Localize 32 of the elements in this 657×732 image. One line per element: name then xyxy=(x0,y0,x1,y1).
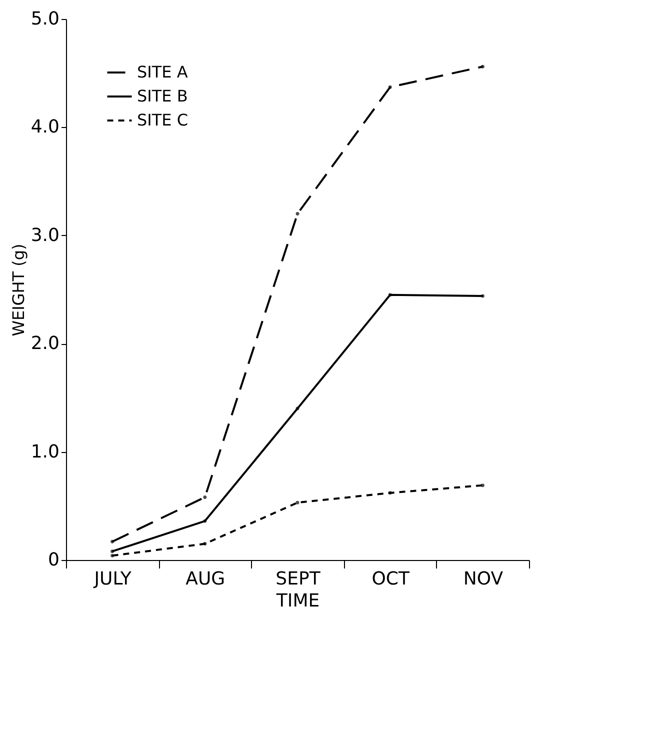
y-tick-label: 5.0 xyxy=(30,8,60,30)
x-tick-label: AUG xyxy=(186,568,226,590)
y-axis-title: WEIGHT (g) xyxy=(8,244,28,336)
x-axis-title: TIME xyxy=(275,590,320,612)
point xyxy=(203,496,207,499)
y-tick-label: 3.0 xyxy=(30,224,60,246)
point xyxy=(388,85,392,89)
legend-label: SITE B xyxy=(137,86,188,106)
point xyxy=(296,500,300,504)
point xyxy=(480,294,484,298)
point xyxy=(296,406,300,410)
point xyxy=(480,484,484,488)
x-tick-label: SEPT xyxy=(276,568,322,590)
legend-label: SITE C xyxy=(137,110,188,130)
point xyxy=(110,550,114,554)
x-tick-label: JULY xyxy=(93,568,132,590)
point xyxy=(388,491,392,495)
y-tick-label: 1.0 xyxy=(30,441,60,462)
point xyxy=(203,542,207,546)
line-series xyxy=(110,64,484,544)
x-tick-label: OCT xyxy=(372,568,410,590)
y-tick-label: 0 xyxy=(48,550,60,570)
x-tick-label: NOV xyxy=(463,568,504,590)
point xyxy=(110,554,114,558)
point xyxy=(203,519,207,523)
point xyxy=(480,64,484,68)
point xyxy=(296,212,300,216)
y-tick-label: 4.0 xyxy=(30,116,60,138)
point xyxy=(388,293,392,297)
point xyxy=(110,540,114,544)
y-tick-label: 2.0 xyxy=(30,333,60,354)
legend-label: SITE A xyxy=(137,62,188,82)
